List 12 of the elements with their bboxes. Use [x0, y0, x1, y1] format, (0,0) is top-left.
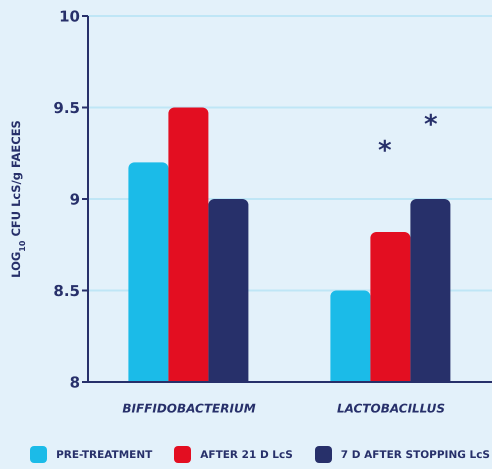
x-tick-label: BIFFIDOBACTERIUM	[122, 402, 256, 416]
y-tick-label: 10	[59, 7, 80, 26]
legend-label: AFTER 21 D LcS	[200, 448, 293, 460]
legend-label: 7 D AFTER STOPPING LcS	[340, 448, 490, 460]
y-tick-label: 9.5	[53, 98, 80, 117]
y-tick-label: 8.5	[53, 282, 80, 300]
y-tick-label: 9	[70, 190, 80, 208]
annotation: *	[378, 136, 392, 166]
annotation: *	[424, 110, 438, 140]
x-tick-label: LACTOBACILLUS	[336, 402, 446, 416]
y-tick-label: 8	[70, 373, 80, 392]
legend-label: PRE-TREATMENT	[56, 448, 152, 460]
